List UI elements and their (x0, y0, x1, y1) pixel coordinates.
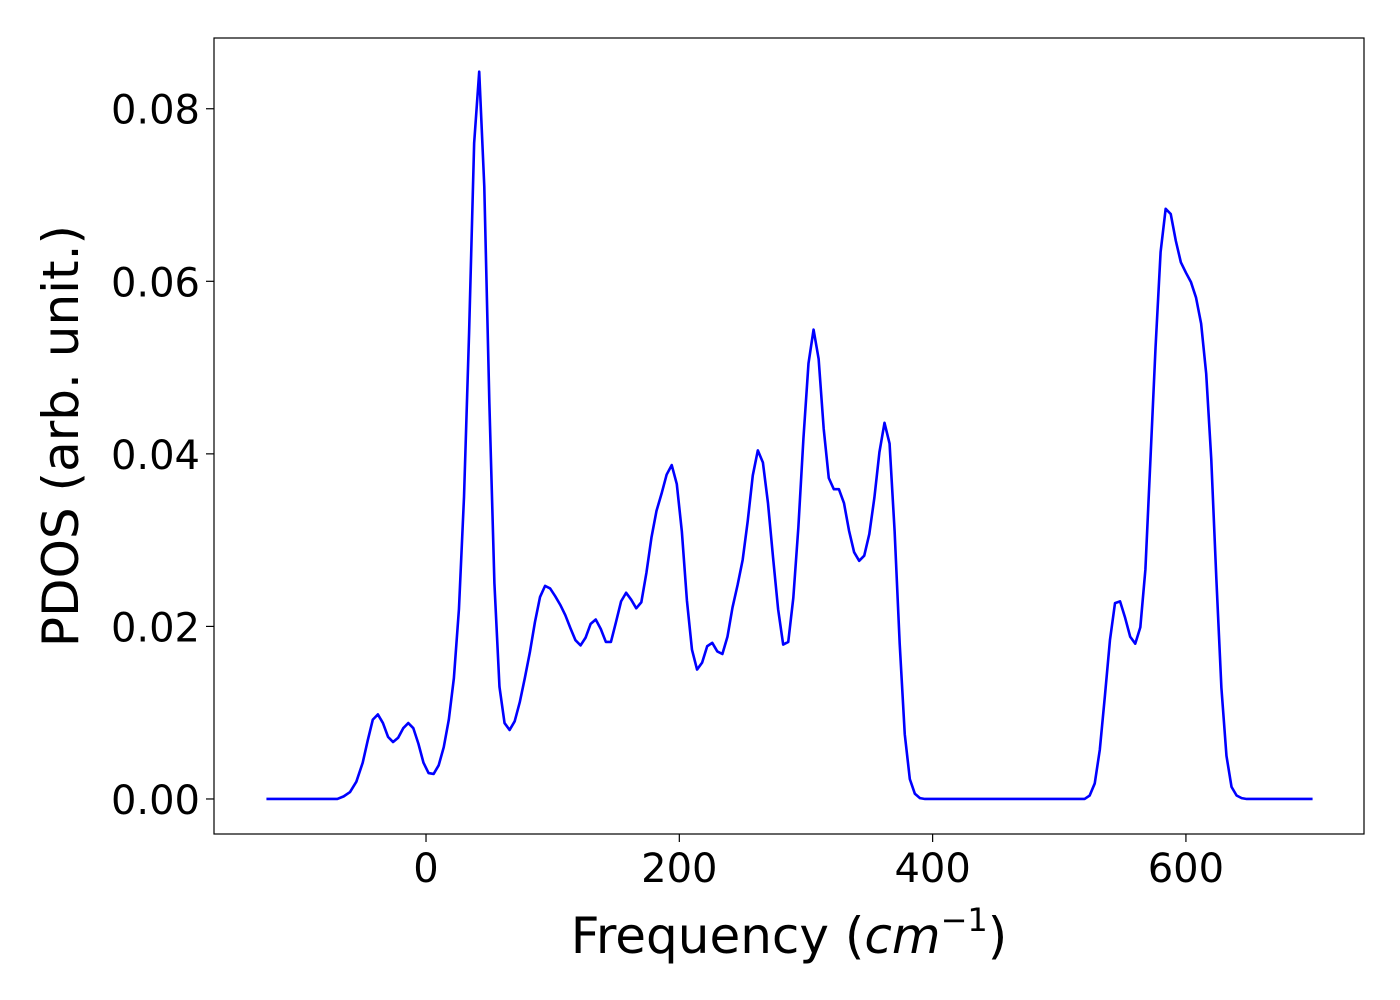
y-tick-label: 0.02 (111, 605, 200, 651)
x-label-part: Frequency ( (571, 907, 865, 965)
y-tick-label: 0.00 (111, 778, 200, 824)
x-tick-label: 0 (413, 846, 438, 892)
x-label-part: ) (988, 907, 1008, 965)
y-tick-label: 0.04 (111, 433, 200, 479)
x-tick-label: 200 (641, 846, 717, 892)
y-tick-label: 0.06 (111, 260, 200, 306)
x-axis-label: Frequency (cm−1) (571, 901, 1008, 965)
plot-frame (213, 37, 1365, 835)
x-label-unit: cm (864, 907, 940, 965)
y-axis-label: PDOS (arb. unit.) (32, 225, 90, 647)
x-tick-label: 400 (894, 846, 970, 892)
x-label-exponent: −1 (941, 901, 988, 939)
y-tick-label: 0.08 (111, 88, 200, 134)
x-tick-label: 600 (1148, 846, 1224, 892)
data-line (266, 70, 1313, 801)
